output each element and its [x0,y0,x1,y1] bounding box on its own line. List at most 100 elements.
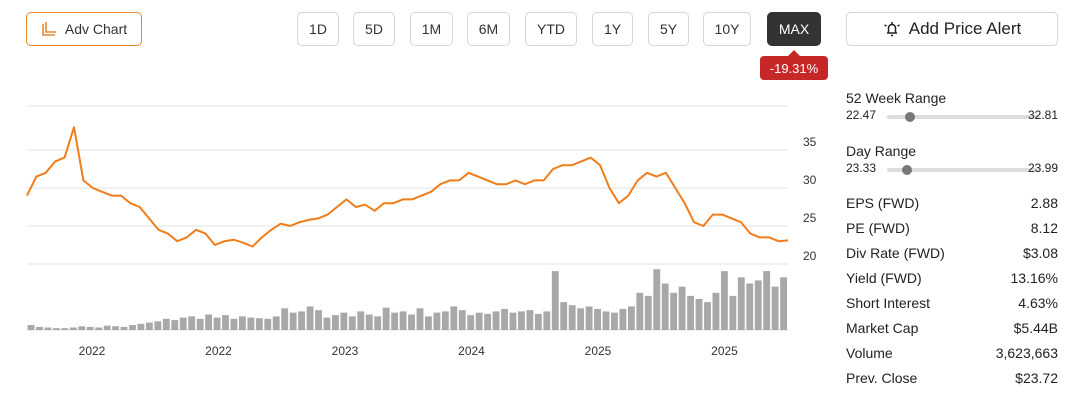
volume-bar [458,310,466,330]
stat-value: 13.16% [1010,270,1058,286]
volume-bar [78,326,86,330]
volume-bar [661,283,669,330]
y-tick-label: 30 [803,173,817,187]
volume-bar [196,318,204,330]
volume-bar [103,325,111,330]
stat-value: 2.88 [1030,195,1058,211]
volume-bar [120,326,128,330]
stat-value: 4.63% [1018,295,1058,311]
volume-bar [526,310,534,330]
y-tick-label: 20 [803,249,817,263]
range-scale: 22.47 32.81 [846,106,1058,122]
volume-bar [720,271,728,330]
volume-bar [213,317,221,330]
volume-bar [365,314,373,330]
volume-bar [780,277,787,330]
alert-label: Add Price Alert [908,19,1022,38]
stat-value: $23.72 [1015,370,1058,386]
volume-bar [95,327,103,330]
volume-bar [543,311,551,330]
volume-bar [255,318,263,330]
volume-bar [162,318,170,330]
period-button[interactable]: 1M [410,12,453,46]
volume-bar [27,325,35,330]
volume-bar [306,306,314,330]
period-button[interactable]: 5D [353,12,395,46]
stat-value: 3,623,663 [995,345,1058,361]
x-tick-label: 2023 [332,344,359,358]
y-tick-label: 25 [803,211,817,225]
volume-bar [230,318,238,330]
volume-bar [763,271,771,330]
volume-bar [36,326,43,330]
volume-bar [627,306,635,330]
stat-row: EPS (FWD) 2.88 [846,195,1058,215]
period-button[interactable]: 5Y [648,12,689,46]
range-track [887,165,1040,175]
volume-bar [247,317,255,330]
volume-bar [289,312,297,330]
volume-bar [712,292,720,330]
volume-bar [374,316,382,330]
volume-bar [238,316,246,330]
range-low: 22.47 [846,108,877,122]
volume-bar [129,325,136,330]
volume-bar [222,315,229,330]
price-line [26,126,789,248]
volume-bar [678,286,686,330]
volume-bar [332,315,339,330]
period-button[interactable]: 1D [297,12,339,46]
range-low: 23.33 [846,161,877,175]
volume-bar [475,312,483,330]
period-button[interactable]: 10Y [703,12,751,46]
range-high: 23.99 [1027,161,1058,175]
volume-bar [602,311,610,330]
period-button[interactable]: MAX [767,12,821,46]
volume-bar [687,295,694,330]
stat-row: PE (FWD) 8.12 [846,220,1058,240]
volume-bar [188,316,196,330]
volume-bar [298,311,306,330]
adv-chart-button[interactable]: Adv Chart [26,12,142,46]
volume-bar [450,306,458,330]
stat-label: Short Interest [846,295,931,311]
period-button[interactable]: YTD [525,12,577,46]
volume-bar [492,311,500,330]
volume-bar [509,312,517,330]
volume-bar [323,317,331,330]
volume-bar [568,305,576,330]
volume-bar [653,269,661,330]
volume-bar [518,311,525,330]
volume-bar [86,326,94,330]
range-dot [905,112,916,122]
volume-bar [695,299,703,330]
volume-bar [644,295,652,330]
volume-bar [44,327,52,330]
stat-label: Volume [846,345,893,361]
volume-bar [154,321,162,330]
period-button[interactable]: 6M [467,12,510,46]
stat-row: Short Interest 4.63% [846,295,1058,315]
volume-bar [340,312,348,330]
volume-bar [382,307,390,330]
x-tick-label: 2024 [458,344,485,358]
stat-label: EPS (FWD) [846,195,920,211]
range-title: 52 Week Range [846,90,947,106]
volume-bar [619,308,627,330]
volume-bar [205,314,213,330]
volume-bar [348,316,356,330]
volume-bar [560,302,568,330]
volume-bar [315,310,322,330]
volume-bar [551,271,559,330]
stat-value: $5.44B [1013,320,1058,336]
volume-bar [585,306,593,330]
stat-value: 8.12 [1030,220,1058,236]
range-track [887,112,1040,122]
period-button[interactable]: 1Y [592,12,633,46]
volume-bar [433,312,441,330]
y-tick-label: 35 [803,135,817,149]
stat-label: Yield (FWD) [846,270,922,286]
add-price-alert-button[interactable]: Add Price Alert [846,12,1058,46]
